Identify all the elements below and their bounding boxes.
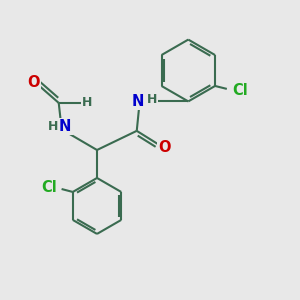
Text: Cl: Cl	[232, 83, 248, 98]
Text: O: O	[27, 75, 40, 90]
Text: O: O	[158, 140, 171, 154]
Text: N: N	[132, 94, 144, 109]
Text: H: H	[82, 96, 92, 110]
Text: H: H	[147, 93, 157, 106]
Text: Cl: Cl	[41, 180, 57, 195]
Text: N: N	[59, 119, 71, 134]
Text: H: H	[48, 120, 59, 133]
